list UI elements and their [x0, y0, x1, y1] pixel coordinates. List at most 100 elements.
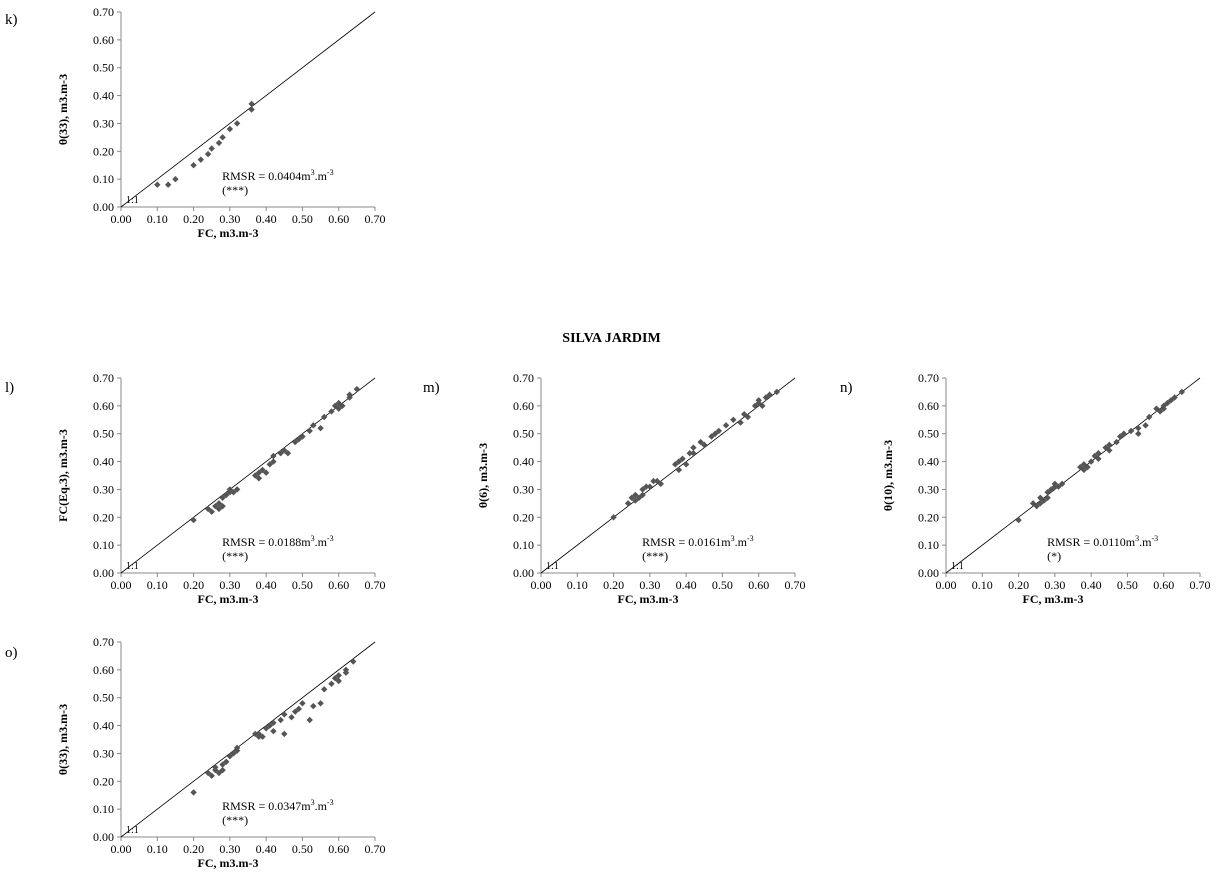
y-tick-label: 0.10	[93, 172, 114, 186]
y-tick-label: 0.10	[513, 538, 534, 552]
x-axis-title: FC, m3.m-3	[198, 856, 259, 870]
data-point	[690, 444, 697, 451]
y-tick-label: 0.00	[513, 566, 534, 580]
x-tick-label: 0.20	[183, 212, 204, 226]
y-tick-label: 0.60	[513, 399, 534, 413]
x-tick-label: 0.40	[676, 578, 697, 592]
data-point	[317, 700, 324, 707]
data-point	[281, 711, 288, 718]
data-point	[1084, 463, 1091, 471]
data-point	[335, 405, 342, 412]
data-point	[284, 450, 292, 457]
data-point	[248, 106, 255, 113]
data-point	[346, 391, 353, 398]
significance-label: (***)	[222, 813, 248, 827]
data-point	[708, 433, 715, 440]
data-point	[1095, 450, 1102, 457]
data-point	[1015, 516, 1022, 524]
y-axis-title: θ(33), m3.m-3	[56, 74, 70, 145]
data-point	[310, 702, 317, 710]
data-point	[1156, 408, 1164, 415]
data-point	[1178, 388, 1186, 396]
one-to-one-label: 1:1	[126, 561, 139, 572]
data-point	[190, 516, 197, 524]
x-tick-label: 0.60	[1153, 578, 1174, 592]
panel-letter-m: m)	[423, 380, 440, 396]
data-point	[690, 450, 697, 457]
one-to-one-line	[120, 641, 376, 838]
y-tick-label: 0.30	[93, 116, 114, 130]
x-tick-label: 0.10	[147, 842, 168, 856]
x-tick-label: 0.40	[256, 578, 277, 592]
y-tick-label: 0.20	[513, 510, 534, 524]
data-point	[1142, 422, 1149, 429]
y-tick-label: 0.20	[93, 144, 114, 158]
x-tick-label: 0.40	[1081, 578, 1102, 592]
y-tick-label: 0.30	[93, 746, 114, 760]
y-tick-label: 0.20	[93, 510, 114, 524]
data-point	[328, 408, 335, 415]
scatter-chart-k: 0.000.00 0.10 0.10 0.20 0.20 0.30 0.30 0.40 0.40…	[56, 5, 386, 240]
data-point	[653, 477, 661, 485]
y-tick-label: 0.40	[93, 719, 114, 733]
data-point	[172, 175, 179, 183]
x-tick-label: 0.60	[328, 578, 349, 592]
one-to-one-label: 1:1	[546, 561, 559, 572]
data-point	[679, 455, 686, 462]
y-tick-label: 0.70	[93, 635, 114, 649]
y-tick-label: 0.00	[93, 200, 114, 214]
x-axis-title: FC, m3.m-3	[198, 592, 259, 606]
data-point	[248, 100, 255, 108]
data-point	[639, 486, 646, 493]
scatter-chart-m: 0.000.00 0.10 0.10 0.20 0.20 0.30 0.30 0.40 0.40…	[476, 371, 806, 606]
data-point	[1167, 397, 1175, 404]
panel-letter-n: n)	[840, 380, 853, 396]
data-point	[1029, 500, 1037, 507]
data-point	[306, 427, 313, 435]
data-point	[1095, 455, 1102, 462]
x-axis-title: FC, m3.m-3	[198, 226, 259, 240]
y-tick-label: 0.30	[918, 482, 939, 496]
x-tick-label: 0.30	[639, 578, 660, 592]
data-point	[164, 181, 172, 188]
data-point	[321, 686, 328, 693]
y-tick-label: 0.60	[93, 663, 114, 677]
y-tick-label: 0.50	[93, 61, 114, 75]
y-tick-label: 0.70	[93, 371, 114, 385]
y-tick-label: 0.30	[93, 482, 114, 496]
data-point	[722, 422, 730, 429]
x-tick-label: 0.30	[219, 842, 240, 856]
y-tick-label: 0.50	[918, 427, 939, 441]
data-point	[350, 658, 357, 665]
data-point	[277, 450, 284, 457]
data-point	[766, 391, 773, 398]
data-point	[1055, 483, 1062, 490]
data-point	[208, 145, 215, 152]
x-tick-label: 0.30	[1044, 578, 1065, 592]
data-point	[1080, 466, 1088, 474]
y-tick-label: 0.40	[513, 455, 534, 469]
data-point	[259, 466, 266, 474]
one-to-one-line	[120, 11, 376, 208]
data-point	[215, 500, 223, 507]
x-tick-label: 0.00	[111, 578, 132, 592]
data-point	[266, 461, 273, 468]
scatter-chart-l: 0.000.00 0.10 0.10 0.20 0.20 0.30 0.30 0.40 0.40…	[56, 371, 386, 606]
data-point	[321, 413, 328, 421]
data-point	[219, 134, 226, 141]
data-point	[230, 750, 237, 757]
y-tick-label: 0.70	[93, 5, 114, 19]
y-tick-label: 0.60	[93, 399, 114, 413]
data-point	[335, 677, 342, 685]
rmsr-label: RMSR = 0.0404m3.m-3	[222, 168, 333, 183]
data-point	[197, 156, 205, 163]
one-to-one-label: 1:1	[126, 825, 139, 836]
data-point	[270, 452, 277, 460]
section-title: SILVA JARDIM	[562, 331, 661, 346]
data-point	[226, 125, 234, 133]
x-tick-label: 0.70	[365, 578, 386, 592]
x-tick-label: 0.20	[183, 842, 204, 856]
significance-label: (***)	[642, 549, 668, 563]
data-point	[310, 422, 317, 429]
y-tick-label: 0.10	[93, 538, 114, 552]
